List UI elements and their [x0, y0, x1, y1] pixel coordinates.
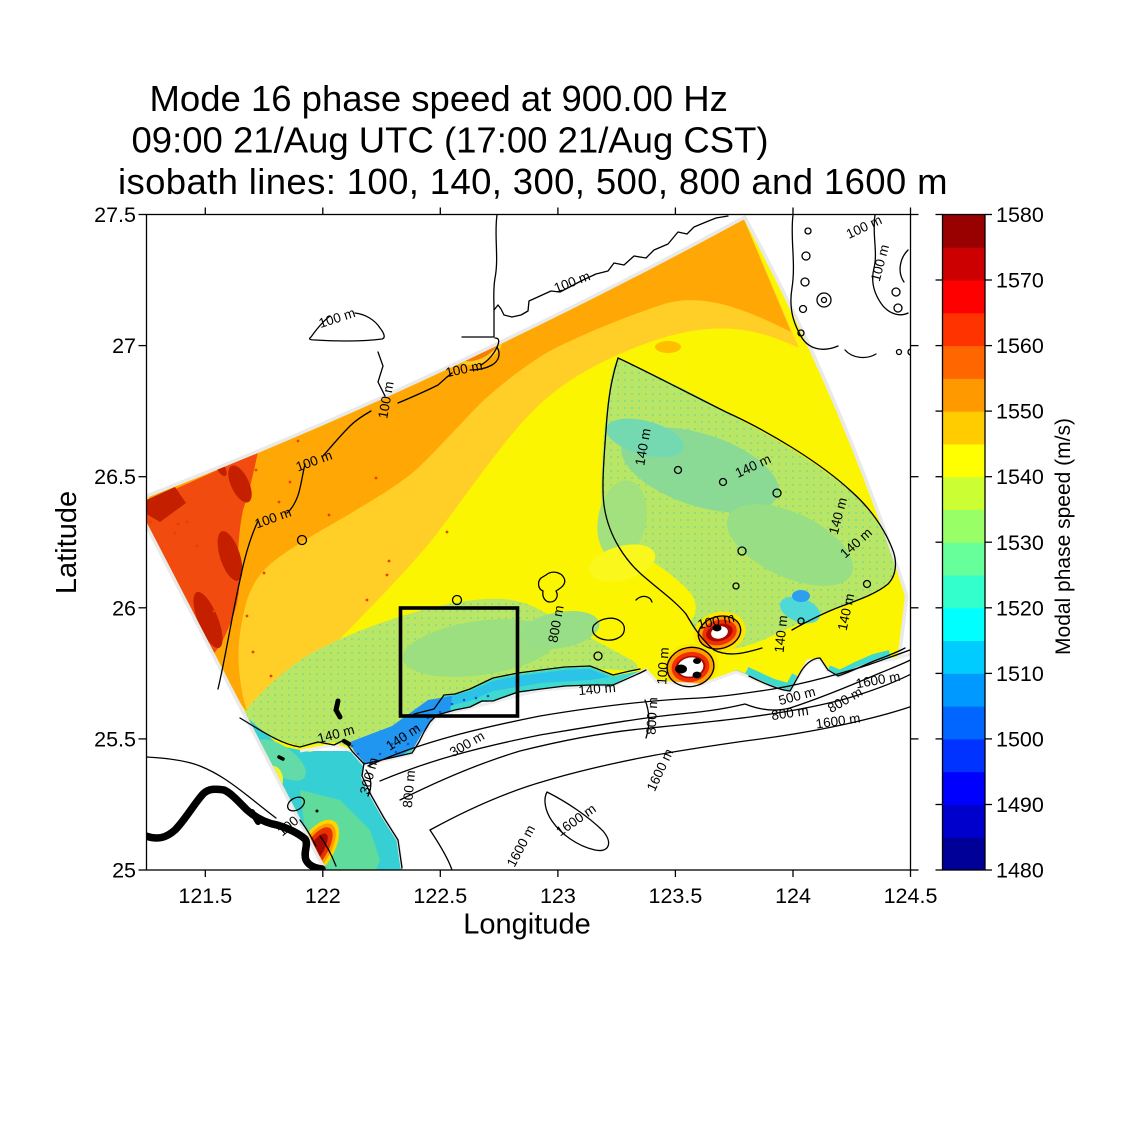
svg-text:25.5: 25.5	[94, 727, 136, 751]
svg-text:Longitude: Longitude	[463, 909, 590, 941]
svg-text:1540: 1540	[996, 465, 1044, 489]
svg-text:1500: 1500	[996, 727, 1044, 751]
svg-text:123.5: 123.5	[648, 884, 702, 908]
svg-text:800 m: 800 m	[644, 697, 661, 735]
svg-text:09:00 21/Aug UTC (17:00 21/Aug: 09:00 21/Aug UTC (17:00 21/Aug CST)	[132, 120, 769, 161]
svg-text:26: 26	[112, 596, 136, 620]
svg-text:1580: 1580	[996, 203, 1044, 227]
svg-text:Modal phase speed (m/s): Modal phase speed (m/s)	[1052, 418, 1075, 655]
svg-text:124: 124	[775, 884, 811, 908]
svg-text:140 m: 140 m	[578, 680, 617, 698]
svg-text:140 m: 140 m	[632, 427, 653, 467]
svg-text:Latitude: Latitude	[51, 491, 83, 594]
svg-text:27.5: 27.5	[94, 203, 136, 227]
svg-text:1600 m: 1600 m	[815, 710, 862, 731]
svg-text:122.5: 122.5	[413, 884, 467, 908]
svg-text:26.5: 26.5	[94, 465, 136, 489]
svg-text:isobath lines: 100, 140, 300,: isobath lines: 100, 140, 300, 500, 800 a…	[118, 161, 948, 202]
svg-text:1560: 1560	[996, 334, 1044, 358]
svg-text:27: 27	[112, 334, 136, 358]
svg-text:Mode 16 phase speed at 900.00: Mode 16 phase speed at 900.00 Hz	[150, 78, 728, 119]
svg-text:121.5: 121.5	[178, 884, 232, 908]
svg-text:122: 122	[305, 884, 341, 908]
svg-text:1530: 1530	[996, 531, 1044, 555]
svg-text:25: 25	[112, 859, 136, 883]
svg-text:1490: 1490	[996, 793, 1044, 817]
svg-text:1550: 1550	[996, 400, 1044, 424]
svg-text:800 m: 800 m	[545, 604, 566, 644]
svg-text:1570: 1570	[996, 269, 1044, 293]
svg-text:123: 123	[540, 884, 576, 908]
svg-text:100 m: 100 m	[375, 380, 396, 420]
svg-text:1520: 1520	[996, 596, 1044, 620]
svg-text:124.5: 124.5	[884, 884, 938, 908]
svg-text:100 m: 100 m	[654, 647, 672, 685]
svg-text:140 m: 140 m	[772, 615, 791, 654]
svg-text:1480: 1480	[996, 859, 1044, 883]
svg-text:800 m: 800 m	[400, 770, 418, 809]
svg-text:800 m: 800 m	[770, 703, 809, 723]
svg-text:1510: 1510	[996, 662, 1044, 686]
